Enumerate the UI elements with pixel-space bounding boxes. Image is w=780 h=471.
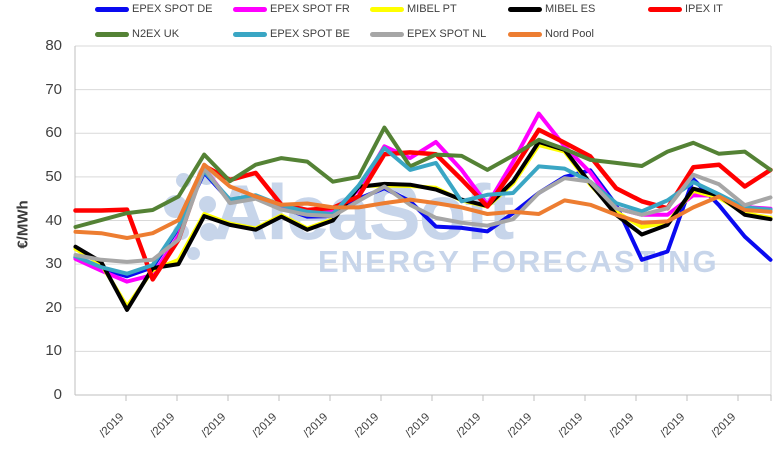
y-tick-label: 40 [45,211,62,229]
y-tick-label: 60 [45,124,62,142]
y-tick-label: 0 [53,386,62,403]
legend-label: IPEX IT [685,3,723,15]
legend-item-mibel-es: MIBEL ES [508,2,595,16]
legend-line-swatch-icon [233,6,267,12]
series-line-nord-pool [73,162,773,240]
legend-item-epex-spot-de: EPEX SPOT DE [95,2,213,16]
legend-label: N2EX UK [132,28,180,40]
legend-item-nord-pool: Nord Pool [508,27,594,41]
series-line-n2ex-uk [73,125,773,229]
legend-line-swatch-icon [370,6,404,12]
y-tick-label: 20 [45,298,62,316]
legend-line-swatch-icon [648,6,682,12]
legend-label: Nord Pool [545,28,594,40]
legend-line-swatch-icon [508,31,542,37]
y-tick-label: 80 [45,37,62,54]
y-tick-label: 10 [45,342,62,360]
chart-screenshot: { "watermark": { "brand": "AleaSoft", "t… [14,2,773,440]
series-line-epex-spot-nl [73,166,773,264]
legend-item-epex-spot-fr: EPEX SPOT FR [233,2,350,16]
legend-label: EPEX SPOT BE [270,28,350,40]
y-tick-label: 50 [45,167,62,185]
x-tick-label: /2019 [709,411,739,440]
legend-line-swatch-icon [233,31,267,37]
y-tick-label: 70 [45,80,62,98]
legend-item-epex-spot-be: EPEX SPOT BE [233,27,350,41]
legend-item-ipex-it: IPEX IT [648,2,723,16]
legend-label: EPEX SPOT FR [270,3,350,15]
watermark-tagline: ENERGY FORECASTING [318,244,719,279]
legend-item-epex-spot-nl: EPEX SPOT NL [370,27,486,41]
legend-line-swatch-icon [95,6,129,12]
legend-line-swatch-icon [95,31,129,37]
legend-label: MIBEL ES [545,3,596,15]
series-line-mibel-es [73,140,773,312]
y-tick-label: 30 [45,255,62,273]
chart-series-lines [73,111,773,312]
legend-item-n2ex-uk: N2EX UK [95,27,179,41]
legend-line-swatch-icon [370,31,404,37]
legend-line-swatch-icon [508,6,542,12]
legend-item-mibel-pt: MIBEL PT [370,2,457,16]
legend-label: EPEX SPOT NL [407,28,487,40]
legend-label: EPEX SPOT DE [132,3,213,15]
legend-label: MIBEL PT [407,3,457,15]
